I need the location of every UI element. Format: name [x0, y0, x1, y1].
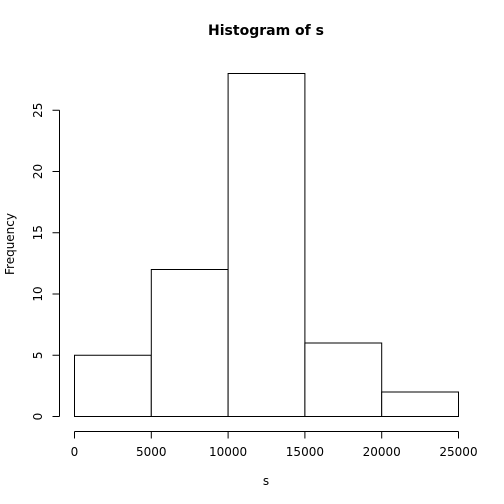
histogram-bar-5: [381, 391, 460, 417]
x-axis: 0 5000 10000 15000 20000 25000: [71, 431, 478, 459]
histogram-bar-3: [227, 73, 306, 417]
x-tick-label: 5000: [136, 445, 167, 459]
x-tick-label: 20000: [363, 445, 401, 459]
y-tick-label: 5: [31, 351, 45, 359]
x-axis-label: s: [263, 474, 269, 488]
y-tick-label: 0: [31, 413, 45, 421]
y-tick-label: 20: [31, 164, 45, 179]
y-tick-label: 15: [31, 225, 45, 240]
x-tick-label: 15000: [286, 445, 324, 459]
histogram-bar-4: [304, 342, 383, 417]
y-axis-label: Frequency: [3, 213, 17, 275]
y-axis: 0 5 10 15 20 25: [31, 103, 60, 421]
y-tick-label: 10: [31, 286, 45, 301]
y-tick-label: 25: [31, 103, 45, 118]
chart-title: Histogram of s: [208, 23, 324, 39]
histogram-bar-1: [74, 354, 152, 417]
x-tick-label: 10000: [209, 445, 247, 459]
x-tick-label: 0: [71, 445, 79, 459]
histogram-bar-2: [150, 269, 229, 417]
bars-group: [74, 73, 460, 417]
x-tick-label: 25000: [439, 445, 477, 459]
